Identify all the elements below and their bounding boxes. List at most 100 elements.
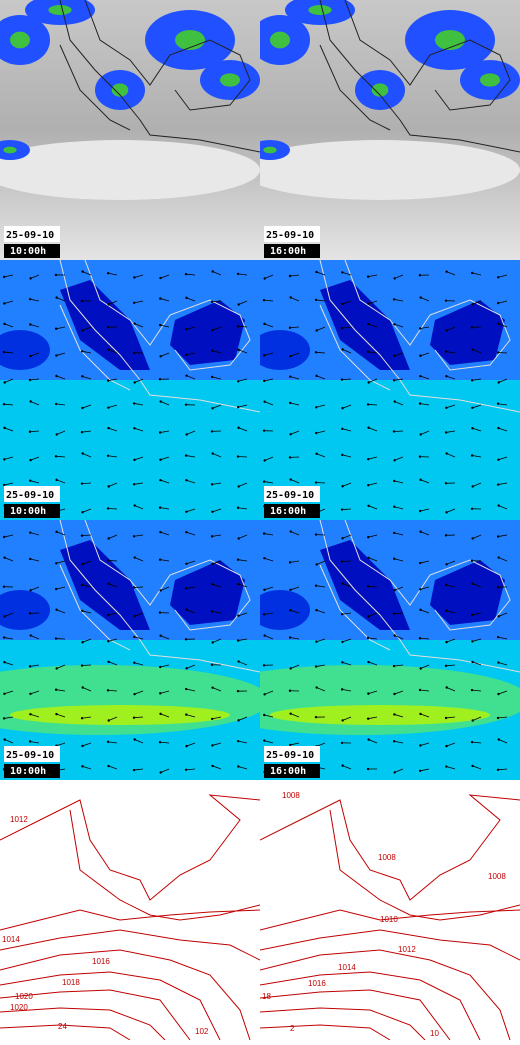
wind-arrow-head [315, 641, 317, 643]
wind-arrow-head [108, 719, 110, 721]
wind-arrow-head [185, 328, 187, 330]
wind-arrow-head [289, 275, 291, 277]
wind-arrow-head [472, 719, 474, 721]
wind-arrow-head [263, 739, 265, 741]
wind-arrow-head [393, 355, 395, 357]
wind-arrow-head [237, 507, 239, 509]
wind-arrow-head [393, 740, 395, 742]
wind-arrow-head [419, 433, 421, 435]
wind-arrow [108, 508, 117, 509]
wind-arrow-head [211, 407, 213, 409]
wind-arrow-head [4, 381, 6, 383]
wind-arrow-head [133, 276, 135, 278]
wind-arrow-head [393, 713, 395, 715]
wind-arrow-head [159, 741, 161, 743]
wind-arrow-head [133, 769, 135, 771]
date-label: 25-09-10 [266, 750, 314, 761]
wind-arrow-head [81, 329, 83, 331]
wind-arrow-head [211, 664, 213, 666]
wind-arrow-head [81, 717, 83, 719]
wind-arrow-head [341, 508, 343, 510]
wind-arrow-head [367, 717, 369, 719]
isobar-label: 1020 [15, 992, 33, 1001]
wind-arrow-head [237, 690, 239, 692]
panel-labels: 25-09-1010:00h [4, 746, 60, 778]
wind-arrow-head [289, 375, 291, 377]
wind-arrow-head [81, 664, 83, 666]
pressure-panel [0, 780, 260, 1040]
wind-arrow-head [315, 299, 317, 301]
wind-arrow-head [211, 376, 213, 378]
wind-arrow-head [211, 610, 213, 612]
wind-arrow-head [159, 479, 161, 481]
wind-arrow-head [55, 328, 57, 330]
wind-arrow-head [315, 686, 317, 688]
wind-arrow-head [107, 348, 109, 350]
wind-arrow-head [29, 740, 31, 742]
cloud-green [263, 147, 276, 154]
wind-arrow-head [289, 355, 291, 357]
wind-arrow-head [133, 402, 135, 404]
wind-arrow-head [3, 323, 5, 325]
wind-arrow-head [81, 610, 83, 612]
wind-arrow-head [107, 272, 109, 274]
wind-arrow-head [263, 459, 265, 461]
wind-arrow-head [419, 609, 421, 611]
wind-arrow-head [81, 511, 83, 513]
wind-arrow-head [81, 270, 83, 272]
wind-arrow-head [237, 660, 239, 662]
wind-arrow-head [289, 589, 291, 591]
wind-arrow-head [419, 689, 421, 691]
map-panel [250, 260, 520, 520]
wind-arrow-head [341, 428, 343, 430]
isobar-label: 1018 [62, 978, 80, 987]
wind-arrow-head [81, 407, 83, 409]
wind-yellow [10, 705, 230, 725]
wind-arrow-head [56, 667, 58, 669]
pressure-panel [260, 780, 520, 1040]
wind-arrow-head [237, 559, 239, 561]
wind-arrow-head [211, 744, 213, 746]
wind-arrow-head [394, 400, 396, 402]
wind-arrow-head [393, 506, 395, 508]
wind-arrow-head [159, 297, 161, 299]
wind-arrow-head [3, 556, 5, 558]
wind-arrow-head [55, 354, 57, 356]
wind-arrow-head [341, 661, 343, 663]
wind-arrow-head [3, 693, 5, 695]
wind-arrow-head [159, 459, 161, 461]
isobar-label: 2 [290, 1024, 295, 1033]
isobar-label: 1014 [2, 935, 20, 944]
wind-arrow-head [29, 665, 31, 667]
wind-arrow-head [3, 661, 5, 663]
wind-arrow-head [316, 329, 318, 331]
map-panel [0, 260, 260, 520]
wind-arrow-head [315, 375, 317, 377]
wind-arrow-head [419, 402, 421, 404]
wind-arrow-head [107, 583, 109, 585]
wind-arrow-head [419, 327, 421, 329]
wind-arrow-head [289, 690, 291, 692]
wind-arrow-head [107, 741, 109, 743]
map-panel [0, 0, 260, 260]
wind-arrow-head [211, 430, 213, 432]
cloud-green [480, 73, 500, 86]
wind-arrow-head [393, 558, 395, 560]
wind-arrow-head [419, 531, 421, 533]
wind-arrow-head [419, 770, 421, 772]
wind-arrow-head [315, 563, 317, 565]
time-label: 16:00h [270, 766, 306, 777]
wind-arrow-head [471, 508, 473, 510]
wind-arrow [342, 561, 351, 562]
wind-arrow-head [445, 584, 447, 586]
wind-arrow-head [185, 479, 187, 481]
wind-arrow-head [341, 303, 343, 305]
wind-arrow-head [185, 273, 187, 275]
wind-arrow-head [341, 327, 343, 329]
wind-arrow-head [185, 531, 187, 533]
wind-arrow-head [237, 765, 239, 767]
wind-arrow-head [263, 400, 265, 402]
wind-arrow-head [211, 349, 213, 351]
wind-arrow-head [289, 433, 291, 435]
wind-arrow-head [55, 296, 57, 298]
